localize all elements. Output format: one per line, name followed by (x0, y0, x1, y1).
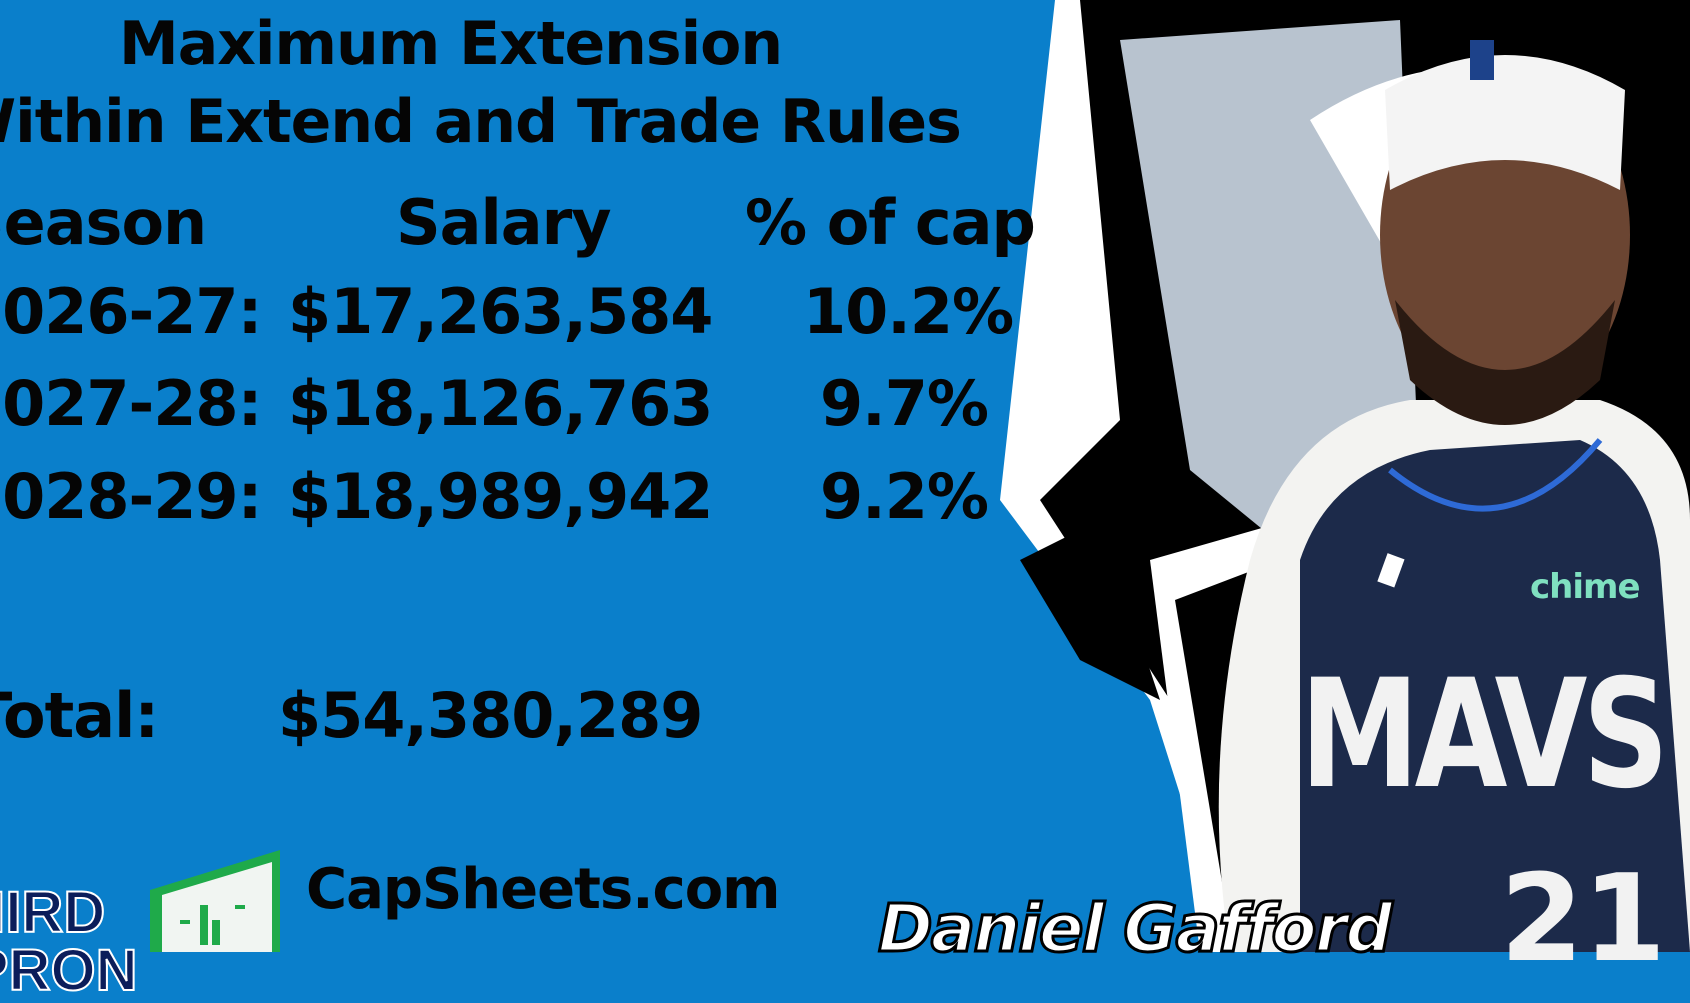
title-line-2: Within Extend and Trade Rules (0, 87, 962, 157)
jersey-number: 21 (1500, 850, 1666, 989)
third-apron-logo: THIRD APRON (0, 880, 138, 1003)
row-2-pct: 9.7% (820, 367, 989, 440)
row-3-season: 2028-29: (0, 460, 262, 533)
jersey-wordmark: MAVS (1300, 648, 1669, 822)
total-value: $54,380,289 (278, 679, 703, 752)
player-photo (1218, 40, 1690, 952)
jersey-sponsor: chime (1530, 567, 1641, 607)
header-season: Season (0, 186, 207, 259)
total-label: Total: (0, 679, 159, 752)
row-1-season: 2026-27: (0, 275, 262, 348)
player-name: Daniel Gafford (877, 890, 1395, 967)
mavericks-logo-and-player-photo (1000, 0, 1690, 952)
spreadsheet-icon (150, 850, 280, 952)
row-2-salary: $18,126,763 (288, 367, 713, 440)
row-1-salary: $17,263,584 (288, 275, 713, 348)
header-percent-of-cap: % of cap (745, 186, 1036, 259)
title-line-1: Maximum Extension (119, 9, 783, 79)
capsheets-website: CapSheets.com (306, 857, 781, 922)
row-2-season: 2027-28: (0, 367, 262, 440)
header-salary: Salary (396, 186, 612, 259)
row-3-salary: $18,989,942 (288, 460, 713, 533)
row-3-pct: 9.2% (820, 460, 989, 533)
row-1-pct: 10.2% (803, 275, 1014, 348)
